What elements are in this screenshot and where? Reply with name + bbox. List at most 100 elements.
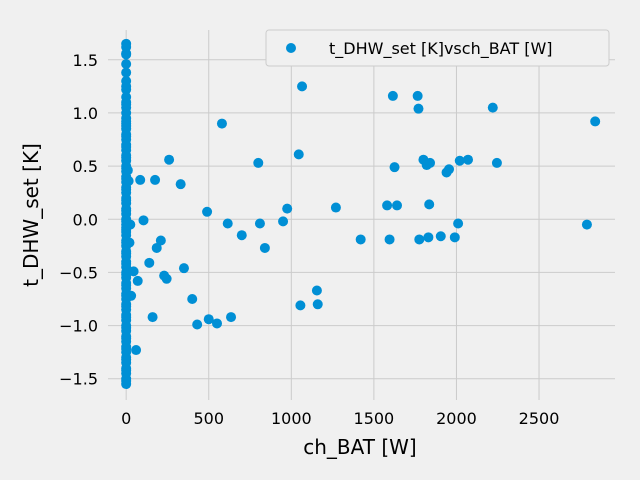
data-point: [121, 258, 132, 269]
legend-box: [265, 29, 610, 67]
data-point: [187, 293, 198, 304]
data-point: [121, 312, 132, 323]
data-point: [122, 165, 133, 176]
data-point: [124, 237, 135, 248]
data-point: [387, 90, 398, 101]
x-axis-label: ch_BAT [W]: [303, 435, 416, 459]
data-point: [253, 157, 264, 168]
data-point: [293, 149, 304, 160]
data-point: [384, 234, 395, 245]
x-tick-label: 2500: [519, 409, 560, 428]
data-point: [330, 202, 341, 213]
y-tick-labels: −1.5 −1.0 −0.5 0.0 0.5 1.0 1.5: [59, 51, 98, 389]
data-point: [126, 290, 137, 301]
data-point: [425, 157, 436, 168]
x-tick-label: 500: [193, 409, 224, 428]
data-point: [121, 205, 132, 216]
data-point: [192, 319, 203, 330]
data-point: [147, 312, 158, 323]
data-point: [311, 285, 322, 296]
data-point: [121, 116, 132, 127]
data-point: [297, 81, 308, 92]
data-point: [463, 154, 474, 165]
data-point: [161, 273, 172, 284]
data-point: [121, 49, 132, 60]
data-point: [236, 230, 247, 241]
y-tick-label: 1.0: [73, 104, 98, 123]
data-point: [389, 162, 400, 173]
data-point: [121, 99, 132, 110]
data-point: [121, 184, 132, 195]
data-point: [590, 116, 601, 127]
data-point: [138, 215, 149, 226]
data-point: [226, 312, 237, 323]
data-point: [144, 257, 155, 268]
x-tick-label: 0: [121, 409, 131, 428]
data-point: [412, 90, 423, 101]
data-point: [121, 333, 132, 344]
y-tick-label: −1.5: [59, 370, 98, 389]
data-point: [453, 218, 464, 229]
x-tick-label: 1500: [354, 409, 395, 428]
data-point: [414, 234, 425, 245]
data-point: [155, 235, 166, 246]
data-point: [487, 102, 498, 113]
data-point: [278, 216, 289, 227]
data-point: [491, 157, 502, 168]
x-tick-label: 1000: [271, 409, 312, 428]
data-point: [121, 131, 132, 142]
data-point: [581, 219, 592, 230]
y-tick-label: −1.0: [59, 317, 98, 336]
data-point: [312, 299, 323, 310]
data-point: [216, 118, 227, 129]
data-point: [121, 67, 132, 78]
data-point: [121, 322, 132, 333]
data-point: [128, 266, 139, 277]
data-point: [121, 301, 132, 312]
data-point: [454, 155, 465, 166]
data-point: [444, 164, 455, 175]
data-point: [413, 103, 424, 114]
data-point: [121, 195, 132, 206]
data-point: [222, 218, 233, 229]
data-point: [123, 175, 134, 186]
data-point: [211, 318, 222, 329]
data-point: [203, 314, 214, 325]
data-point: [121, 59, 132, 70]
y-tick-label: −0.5: [59, 263, 98, 282]
data-point: [282, 203, 293, 214]
data-point: [449, 232, 460, 243]
data-point: [435, 231, 446, 242]
data-point: [178, 263, 189, 274]
data-point: [164, 154, 175, 165]
data-point: [121, 141, 132, 152]
data-point: [121, 354, 132, 365]
data-point: [121, 343, 132, 354]
y-tick-label: 1.5: [73, 51, 98, 70]
y-tick-label: 0.5: [73, 157, 98, 176]
data-point: [121, 373, 132, 384]
data-point: [121, 248, 132, 259]
y-tick-label: 0.0: [73, 210, 98, 229]
data-point: [423, 232, 434, 243]
data-point: [121, 152, 132, 163]
data-points: [121, 38, 601, 390]
data-point: [121, 280, 132, 291]
data-point: [259, 242, 270, 253]
data-point: [175, 179, 186, 190]
data-point: [135, 174, 146, 185]
data-point: [151, 242, 162, 253]
data-point: [131, 345, 142, 356]
data-point: [121, 84, 132, 95]
data-point: [382, 200, 393, 211]
data-point: [125, 219, 136, 230]
legend-label: t_DHW_set [K]vsch_BAT [W]: [329, 39, 553, 59]
legend-marker: [286, 43, 296, 53]
data-point: [121, 42, 132, 53]
y-axis-label: t_DHW_set [K]: [19, 143, 43, 287]
data-point: [355, 234, 366, 245]
data-point: [150, 174, 161, 185]
data-point: [295, 300, 306, 311]
